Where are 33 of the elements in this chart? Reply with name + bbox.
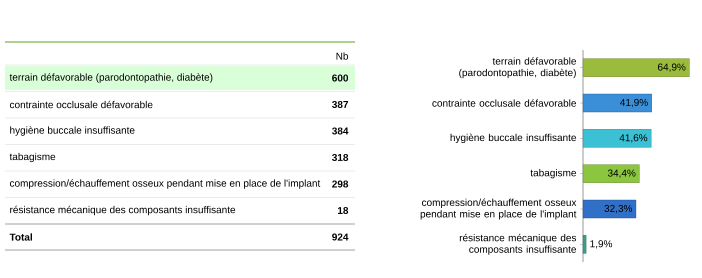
data-label: 41,6%: [620, 134, 648, 142]
data-label: 41,9%: [620, 98, 648, 108]
text: Nb: [336, 52, 348, 60]
y-tick-label: tabagisme: [530, 169, 576, 178]
data-label: 924: [332, 233, 348, 241]
bar: [582, 94, 652, 112]
category-label: tabagisme: [10, 152, 56, 162]
y-tick-label: terrain défavorable (parodontopathie, diabète): [459, 57, 576, 78]
category-label: compression/échauffement osseux pendant mise en place de l'implant: [10, 179, 320, 189]
bar: [582, 164, 640, 183]
bar: [582, 58, 690, 77]
category-label: hygiène buccale insuffisante: [10, 126, 135, 136]
y-tick-label: contrainte occlusale défavorable: [432, 99, 576, 107]
y-tick-label: résistance mécanique des composants insuffisante: [460, 234, 576, 255]
bar: [582, 129, 652, 148]
category-label: résistance mécanique des composants insuffisante: [10, 206, 236, 216]
data-label: 387: [332, 100, 348, 108]
category-label: contrainte occlusale défavorable: [10, 100, 152, 108]
bar: [582, 235, 586, 254]
data-label: 64,9%: [658, 64, 686, 72]
data-label: 1,9%: [590, 240, 612, 248]
data-label: 18: [338, 206, 348, 214]
data-label: 600: [332, 74, 348, 82]
data-label: 32,3%: [604, 204, 632, 214]
y-tick-label: compression/échauffement osseux pendant mise en place de l'implant: [420, 198, 576, 220]
data-label: 318: [332, 154, 348, 162]
data-label: 384: [332, 127, 348, 135]
bar: [582, 200, 636, 218]
data-label: 34,4%: [608, 170, 636, 178]
category-label: Total: [10, 233, 32, 241]
y-tick-label: hygiène buccale insuffisante: [450, 134, 576, 144]
category-label: terrain défavorable (parodontopathie, diabète): [10, 73, 212, 83]
data-label: 298: [332, 180, 348, 188]
